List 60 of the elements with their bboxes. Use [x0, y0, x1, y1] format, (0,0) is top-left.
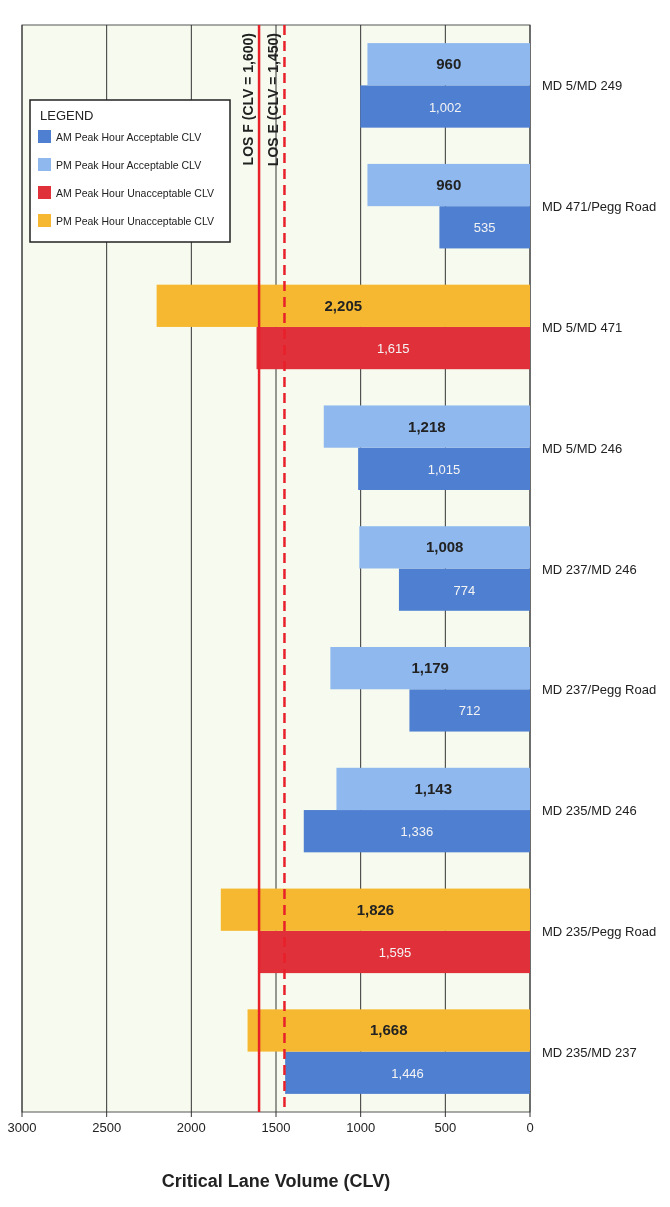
bar: [156, 284, 530, 327]
legend-label: PM Peak Hour Acceptable CLV: [56, 159, 202, 171]
y-tick-label: MD 5/MD 249: [542, 78, 623, 94]
bar: [367, 43, 530, 86]
y-tick-label: MD 237/MD 246: [542, 561, 637, 577]
bar: [398, 568, 530, 611]
bar: [259, 930, 530, 974]
bar: [256, 326, 530, 370]
bar: [220, 888, 530, 931]
data-label: 712: [458, 703, 481, 719]
data-label: 535: [473, 220, 496, 236]
x-axis-title: Critical Lane Volume (CLV): [161, 1171, 391, 1191]
bar: [323, 405, 530, 448]
data-label: 1,595: [378, 944, 412, 960]
bar: [367, 163, 530, 207]
bar: [359, 526, 530, 569]
x-tick-label: 1500: [261, 1120, 291, 1135]
bar: [247, 1009, 530, 1052]
data-label: 1,446: [391, 1065, 424, 1081]
legend-label: AM Peak Hour Unacceptable CLV: [56, 187, 214, 199]
x-tick-label: 2500: [92, 1120, 122, 1135]
data-label: 1,008: [425, 538, 464, 556]
data-label: 1,218: [408, 417, 446, 435]
data-label: 1,615: [376, 341, 410, 357]
bar: [330, 647, 530, 690]
bar: [358, 447, 530, 490]
bar: [439, 206, 530, 249]
x-tick-label: 500: [434, 1120, 457, 1135]
data-label: 1,002: [428, 99, 462, 115]
data-label: 960: [436, 176, 462, 194]
x-tick-label: 2000: [176, 1120, 206, 1135]
y-tick-label: MD 5/MD 246: [542, 440, 623, 456]
legend-label: PM Peak Hour Unacceptable CLV: [56, 215, 214, 227]
x-tick-label: 0: [526, 1120, 534, 1135]
data-label: 1,826: [356, 900, 395, 918]
y-tick-label: MD 235/Pegg Road: [542, 923, 657, 939]
data-label: 1,668: [370, 1021, 408, 1039]
data-label: 774: [453, 582, 476, 598]
x-tick-label: 1000: [346, 1120, 376, 1135]
bar: [285, 1051, 530, 1094]
legend-label: AM Peak Hour Acceptable CLV: [56, 131, 202, 143]
y-tick-label: MD 5/MD 471: [542, 319, 623, 335]
bar: [409, 689, 530, 732]
y-tick-label: MD 237/Pegg Road: [542, 682, 657, 698]
data-label: 2,205: [324, 296, 363, 314]
bar: [360, 85, 530, 128]
ref-line-label: LOS E (CLV = 1,450): [265, 33, 282, 167]
ref-line-label: LOS F (CLV = 1,600): [240, 33, 257, 166]
data-label: 960: [436, 55, 462, 73]
x-tick-label: 3000: [7, 1120, 37, 1135]
bar: [303, 810, 530, 853]
data-label: 1,015: [427, 461, 461, 477]
data-label: 1,179: [411, 659, 449, 677]
data-label: 1,143: [414, 779, 452, 797]
y-tick-label: MD 235/MD 237: [542, 1044, 637, 1060]
y-tick-label: MD 235/MD 246: [542, 803, 637, 819]
y-tick-label: MD 471/Pegg Road: [542, 199, 657, 215]
legend-title: LEGEND: [40, 108, 94, 123]
data-label: 1,336: [400, 824, 434, 840]
bar: [336, 767, 530, 811]
